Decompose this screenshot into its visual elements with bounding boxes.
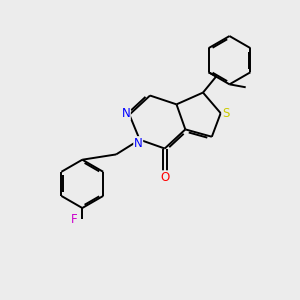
Text: N: N: [122, 107, 130, 120]
Text: N: N: [134, 137, 142, 150]
Text: O: O: [160, 171, 169, 184]
Text: S: S: [222, 107, 230, 120]
Text: F: F: [71, 213, 77, 226]
